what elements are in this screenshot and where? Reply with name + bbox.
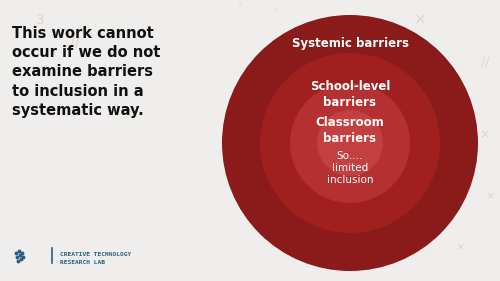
Circle shape bbox=[222, 15, 478, 271]
Text: RESEARCH LAB: RESEARCH LAB bbox=[60, 260, 105, 266]
Text: ×: × bbox=[480, 128, 490, 141]
Text: ×: × bbox=[456, 242, 464, 252]
Text: //: // bbox=[70, 35, 80, 49]
Text: CREATIVE TECHNOLOGY: CREATIVE TECHNOLOGY bbox=[60, 253, 131, 257]
Text: Systemic barriers: Systemic barriers bbox=[292, 37, 408, 49]
Text: This work cannot
occur if we do not
examine barriers
to inclusion in a
systemati: This work cannot occur if we do not exam… bbox=[12, 26, 160, 118]
Text: ◦: ◦ bbox=[272, 7, 278, 16]
Text: 3: 3 bbox=[36, 13, 44, 27]
Circle shape bbox=[290, 83, 410, 203]
Circle shape bbox=[260, 53, 440, 233]
Circle shape bbox=[317, 110, 383, 176]
Text: ×: × bbox=[486, 192, 494, 202]
Text: //: // bbox=[480, 55, 489, 68]
Text: School-level
barriers: School-level barriers bbox=[310, 80, 390, 110]
Text: ◦: ◦ bbox=[236, 1, 244, 11]
Text: So....
limited
inclusion: So.... limited inclusion bbox=[327, 151, 373, 185]
Text: Classroom
barriers: Classroom barriers bbox=[316, 117, 384, 146]
Text: ×: × bbox=[414, 12, 426, 27]
